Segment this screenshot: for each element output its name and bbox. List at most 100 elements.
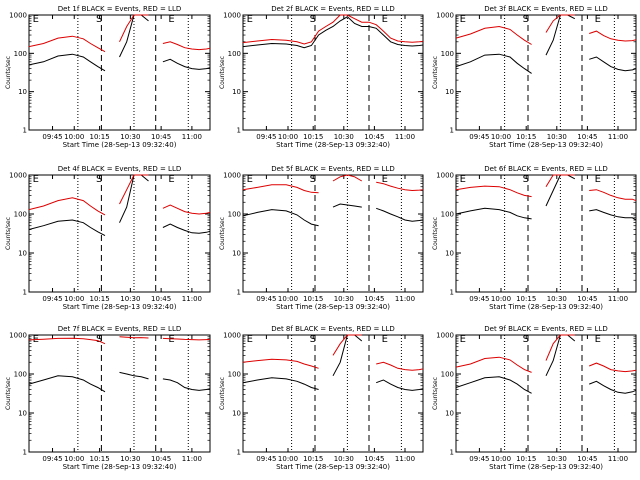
y-tick-label: 1000 <box>223 172 241 180</box>
event-marker: E <box>168 334 174 345</box>
plot-frame <box>242 334 424 453</box>
y-tick-label: 1 <box>237 449 241 457</box>
event-marker: E <box>460 174 466 185</box>
lld-series-line <box>162 204 211 215</box>
events-series-line <box>332 203 362 208</box>
x-tick-label: 10:30 <box>120 455 140 463</box>
chart-title: Det 4f BLACK = Events, RED = LLD <box>58 165 181 173</box>
y-tick-label: 100 <box>14 50 27 58</box>
lld-series-line <box>455 25 532 45</box>
event-marker: S <box>310 14 316 25</box>
y-tick-label: 10 <box>18 410 27 418</box>
event-marker: E <box>247 174 253 185</box>
x-tick-label: 10:45 <box>364 133 384 141</box>
plot-frame <box>28 14 211 131</box>
events-series-line <box>376 379 424 391</box>
events-series-line <box>589 56 637 72</box>
lld-series-line <box>455 356 532 373</box>
x-tick-label: 09:45 <box>469 133 489 141</box>
x-tick-label: 10:30 <box>547 133 567 141</box>
x-tick-label: 09:45 <box>256 133 276 141</box>
plot-frame <box>28 174 211 293</box>
y-tick-label: 1000 <box>436 172 454 180</box>
y-tick-label: 100 <box>228 211 241 219</box>
x-tick-label: 09:45 <box>256 295 276 303</box>
event-marker: E <box>595 14 601 25</box>
x-tick-label: 10:30 <box>334 455 354 463</box>
lld-series-line <box>589 189 637 202</box>
events-series-line <box>28 375 106 393</box>
x-axis-label: Start Time (28-Sep-13 09:32:40) <box>63 141 177 149</box>
x-tick-label: 11:00 <box>182 133 202 141</box>
x-axis-label: Start Time (28-Sep-13 09:32:40) <box>276 141 390 149</box>
event-marker: S <box>523 14 529 25</box>
y-tick-label: 100 <box>228 50 241 58</box>
lld-series-line <box>545 334 575 361</box>
y-tick-label: 1000 <box>9 332 27 340</box>
x-tick-label: 11:00 <box>182 295 202 303</box>
y-tick-label: 10 <box>18 88 27 96</box>
lld-series-line <box>455 185 532 198</box>
y-tick-label: 10 <box>232 410 241 418</box>
x-tick-label: 09:45 <box>256 455 276 463</box>
plot-frame <box>455 14 637 131</box>
y-axis-label: Counts/sec <box>5 56 12 89</box>
chart-title: Det 9f BLACK = Events, RED = LLD <box>484 325 607 333</box>
x-tick-label: 10:30 <box>547 295 567 303</box>
x-tick-label: 09:45 <box>42 295 62 303</box>
x-tick-label: 10:00 <box>278 455 298 463</box>
y-tick-label: 1000 <box>436 12 454 20</box>
events-series-line <box>242 377 319 390</box>
chart-title: Det 5f BLACK = Events, RED = LLD <box>271 165 394 173</box>
x-tick-label: 10:00 <box>491 295 511 303</box>
event-marker: E <box>168 174 174 185</box>
y-tick-label: 10 <box>445 88 454 96</box>
y-tick-label: 1 <box>450 289 454 297</box>
x-tick-label: 10:15 <box>303 455 323 463</box>
events-series-line <box>455 376 532 394</box>
x-tick-label: 10:00 <box>278 133 298 141</box>
x-tick-label: 09:45 <box>42 455 62 463</box>
x-tick-label: 10:15 <box>516 455 536 463</box>
event-marker: E <box>382 334 388 345</box>
lld-series-line <box>589 362 637 373</box>
y-tick-label: 10 <box>445 250 454 258</box>
x-tick-label: 11:00 <box>395 455 415 463</box>
x-tick-label: 11:00 <box>608 455 628 463</box>
events-series-line <box>162 378 211 391</box>
event-marker: E <box>247 14 253 25</box>
y-tick-label: 10 <box>445 410 454 418</box>
x-tick-label: 10:30 <box>120 295 140 303</box>
x-axis-label: Start Time (28-Sep-13 09:32:40) <box>489 303 603 311</box>
x-tick-label: 10:15 <box>89 455 109 463</box>
y-tick-label: 10 <box>232 250 241 258</box>
y-tick-label: 1 <box>23 449 27 457</box>
events-series-line <box>162 58 211 70</box>
events-series-line <box>242 16 424 49</box>
lld-series-line <box>376 181 424 192</box>
y-tick-label: 1000 <box>9 12 27 20</box>
y-tick-label: 1 <box>23 289 27 297</box>
plot-frame <box>455 174 637 293</box>
events-series-line <box>376 207 424 222</box>
lld-series-line <box>545 14 575 33</box>
y-tick-label: 1 <box>237 289 241 297</box>
x-tick-label: 10:30 <box>334 133 354 141</box>
plot-frame <box>455 334 637 453</box>
event-marker: S <box>310 174 316 185</box>
x-tick-label: 11:00 <box>395 295 415 303</box>
x-tick-label: 10:00 <box>491 455 511 463</box>
lld-series-line <box>376 361 424 371</box>
x-tick-label: 09:45 <box>42 133 62 141</box>
y-axis-label: Counts/sec <box>5 377 12 410</box>
y-tick-label: 1000 <box>223 332 241 340</box>
x-axis-label: Start Time (28-Sep-13 09:32:40) <box>276 303 390 311</box>
lld-series-line <box>332 334 362 356</box>
y-tick-label: 1000 <box>223 12 241 20</box>
events-series-line <box>28 219 106 237</box>
lld-series-line <box>28 337 106 345</box>
chart-title: Det 2f BLACK = Events, RED = LLD <box>271 5 394 13</box>
y-tick-label: 100 <box>441 50 454 58</box>
events-series-line <box>28 53 106 72</box>
lld-series-line <box>162 337 211 341</box>
